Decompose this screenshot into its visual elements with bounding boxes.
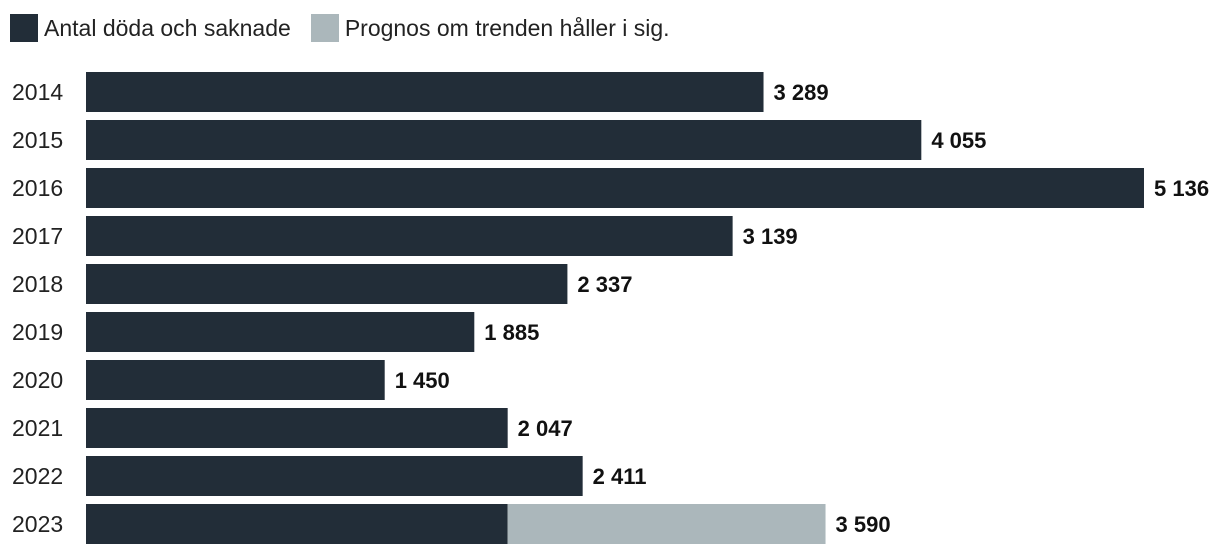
- legend-item-actual: Antal döda och saknade: [10, 14, 291, 42]
- bar-2018-actual: [86, 264, 568, 304]
- y-tick-label-2023: 2023: [12, 511, 63, 537]
- value-label-2018: 2 337: [577, 272, 632, 297]
- bar-2023-actual: [86, 504, 508, 544]
- bar-2014-actual: [86, 72, 764, 112]
- legend-swatch-actual: [10, 14, 38, 42]
- value-label-2016: 5 136: [1154, 176, 1209, 201]
- value-label-2021: 2 047: [518, 416, 573, 441]
- bar-2019-actual: [86, 312, 475, 352]
- y-tick-label-2016: 2016: [12, 175, 63, 201]
- y-tick-label-2015: 2015: [12, 127, 63, 153]
- bar-2017-actual: [86, 216, 733, 256]
- y-tick-label-2018: 2018: [12, 271, 63, 297]
- y-tick-label-2017: 2017: [12, 223, 63, 249]
- y-tick-label-2019: 2019: [12, 319, 63, 345]
- y-tick-label-2020: 2020: [12, 367, 63, 393]
- legend-label-actual: Antal döda och saknade: [44, 14, 291, 41]
- y-tick-label-2021: 2021: [12, 415, 63, 441]
- value-label-2014: 3 289: [774, 80, 829, 105]
- bar-2021-actual: [86, 408, 508, 448]
- value-label-2023: 3 590: [836, 512, 891, 537]
- value-label-2020: 1 450: [395, 368, 450, 393]
- value-label-2017: 3 139: [743, 224, 798, 249]
- value-label-2015: 4 055: [931, 128, 986, 153]
- y-tick-label-2022: 2022: [12, 463, 63, 489]
- value-label-2019: 1 885: [484, 320, 539, 345]
- bar-2016-actual: [86, 168, 1144, 208]
- legend-swatch-forecast: [310, 14, 339, 42]
- bar-2023-forecast: [507, 504, 826, 544]
- bar-2015-actual: [86, 120, 922, 160]
- bar-2022-actual: [86, 456, 583, 496]
- bar-2020-actual: [86, 360, 385, 400]
- y-tick-label-2014: 2014: [12, 79, 63, 105]
- legend: Antal döda och saknade Prognos om trende…: [10, 14, 690, 42]
- legend-label-forecast: Prognos om trenden håller i sig.: [344, 14, 670, 41]
- legend-item-forecast: Prognos om trenden håller i sig.: [310, 14, 670, 42]
- value-label-2022: 2 411: [593, 464, 647, 489]
